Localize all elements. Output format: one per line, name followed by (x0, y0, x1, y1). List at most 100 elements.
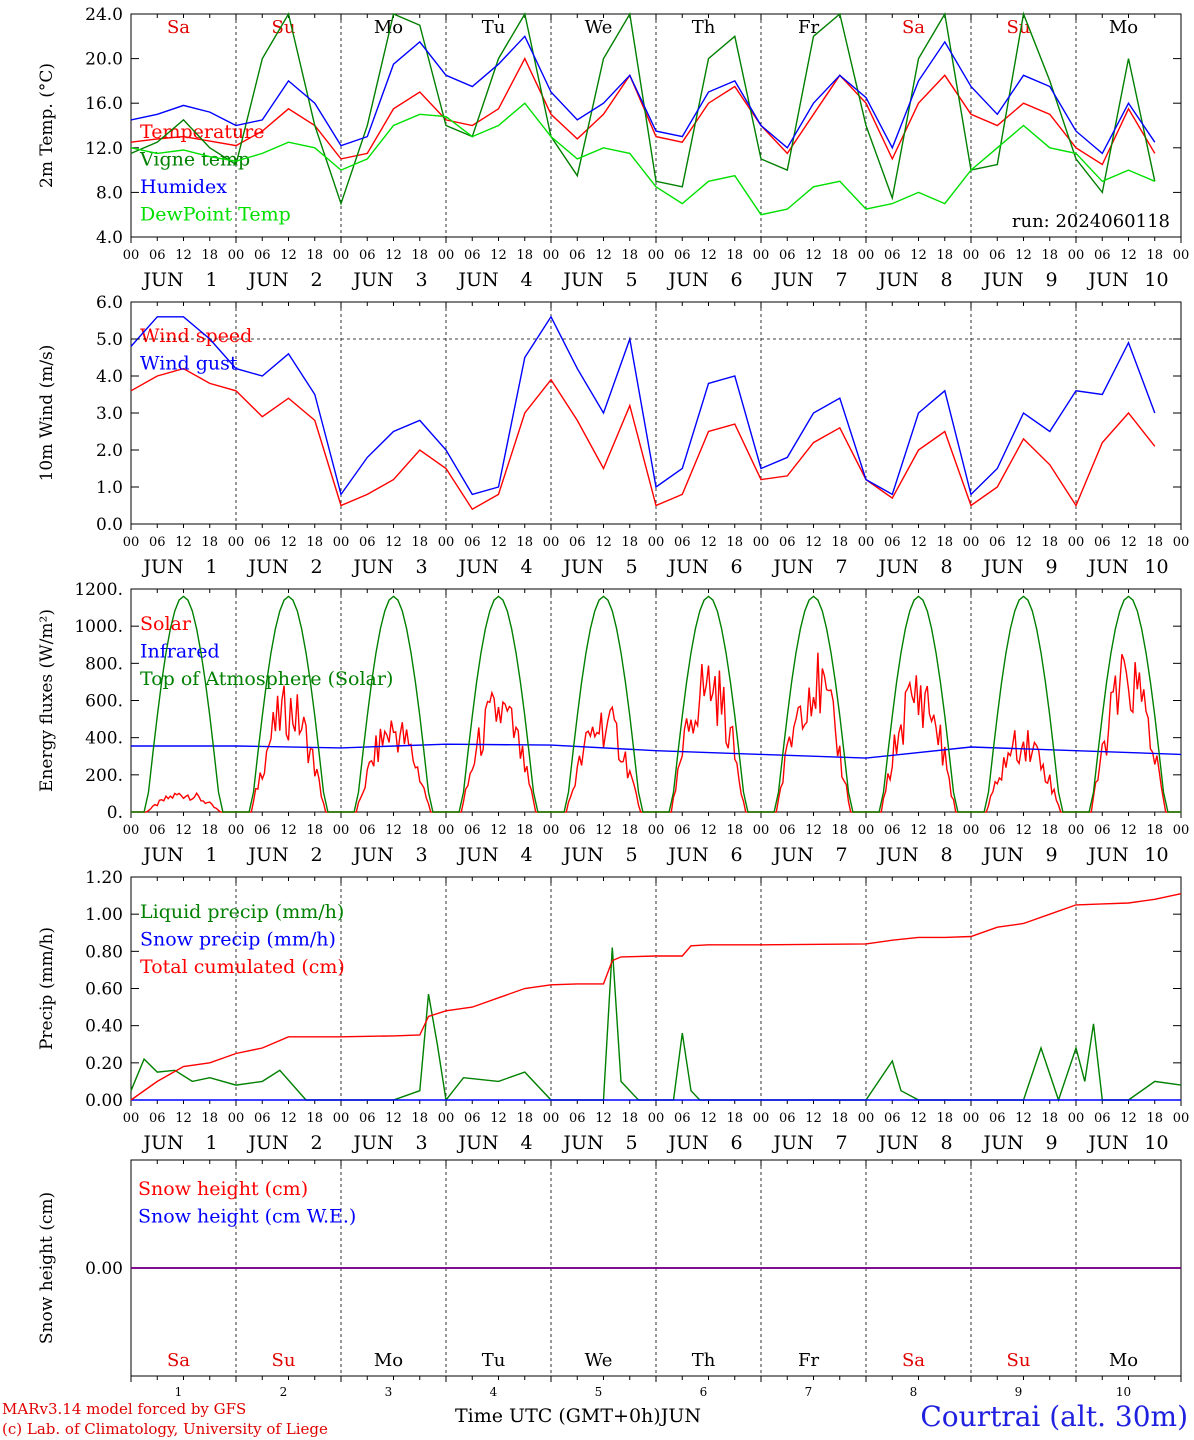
hour-tick-label: 12 (595, 248, 612, 263)
day-label: 2 (310, 269, 322, 291)
hour-tick-label: 00 (648, 248, 665, 263)
legend-entry: Temperature (140, 121, 264, 143)
y-tick-label: 800. (85, 654, 123, 674)
hour-tick-label: 06 (1094, 1111, 1111, 1126)
hour-tick-label: 12 (385, 823, 402, 838)
day-label: 1 (205, 844, 217, 866)
day-label: 4 (520, 269, 532, 291)
hour-tick-label: 00 (123, 248, 140, 263)
day-label: 7 (835, 556, 847, 578)
hour-tick-label: 12 (280, 1111, 297, 1126)
month-label: JUN (981, 1132, 1023, 1154)
series-line (130, 367, 1156, 511)
hour-tick-label: 12 (280, 823, 297, 838)
hour-tick-label: 12 (1120, 248, 1137, 263)
hour-tick-label: 18 (306, 1111, 323, 1126)
hour-tick-label: 00 (1068, 823, 1085, 838)
hour-tick-label: 00 (1173, 248, 1190, 263)
hour-tick-label: 00 (228, 823, 245, 838)
hour-tick-label: 06 (674, 1111, 691, 1126)
y-tick-label: 0. (107, 803, 123, 823)
hour-tick-label: 00 (333, 1111, 350, 1126)
y-tick-label: 20.0 (85, 50, 123, 70)
hour-tick-label: 00 (753, 248, 770, 263)
hour-tick-label: 06 (254, 535, 271, 550)
day-label: 8 (940, 1132, 952, 1154)
y-tick-label: 0.0 (96, 515, 123, 535)
day-label: 4 (520, 556, 532, 578)
weekday-label: Tu (482, 17, 506, 38)
hour-tick-label: 06 (359, 248, 376, 263)
day-label: 5 (625, 556, 637, 578)
lab-credit: (c) Lab. of Climatology, University of L… (2, 1420, 328, 1438)
month-label: JUN (456, 556, 498, 578)
hour-tick-label: 00 (858, 248, 875, 263)
hour-tick-label: 18 (1146, 248, 1163, 263)
day-label: 10 (1144, 844, 1168, 866)
hour-tick-label: 00 (543, 1111, 560, 1126)
y-tick-label: 200. (85, 766, 123, 786)
month-label: JUN (981, 556, 1023, 578)
station-name: Courtrai (alt. 30m) (920, 1400, 1188, 1433)
hour-tick-label: 18 (831, 823, 848, 838)
series-line (130, 11, 1156, 206)
legend-entry: DewPoint Temp (140, 204, 291, 226)
month-label: JUN (666, 1132, 708, 1154)
hour-tick-label: 00 (1068, 535, 1085, 550)
hour-tick-label: 00 (963, 823, 980, 838)
hour-tick-label: 12 (700, 248, 717, 263)
y-tick-label: 24.0 (85, 5, 123, 25)
y-tick-label: 3.0 (96, 404, 123, 424)
hour-tick-label: 06 (464, 535, 481, 550)
month-label: JUN (141, 844, 183, 866)
bottom-day-label: 5 (595, 1385, 603, 1399)
hour-tick-label: 12 (805, 535, 822, 550)
hour-tick-label: 12 (1015, 823, 1032, 838)
y-tick-label: 400. (85, 729, 123, 749)
hour-tick-label: 12 (490, 535, 507, 550)
month-label: JUN (1086, 1132, 1128, 1154)
hour-tick-label: 06 (149, 535, 166, 550)
hour-tick-label: 12 (700, 1111, 717, 1126)
legend-entry: Vigne temp (139, 149, 250, 171)
day-label: 9 (1045, 269, 1057, 291)
weekday-label: Mo (1109, 17, 1138, 38)
hour-tick-label: 00 (648, 535, 665, 550)
hour-tick-label: 18 (201, 1111, 218, 1126)
month-label: JUN (1086, 844, 1128, 866)
weekday-label: Sa (902, 17, 925, 38)
model-credit: MARv3.14 model forced by GFS (2, 1400, 247, 1418)
month-label: JUN (771, 1132, 813, 1154)
hour-tick-label: 06 (989, 823, 1006, 838)
legend-entry: Infrared (140, 641, 220, 663)
hour-tick-label: 06 (569, 823, 586, 838)
month-label: JUN (1086, 556, 1128, 578)
day-label: 5 (625, 844, 637, 866)
month-label: JUN (561, 556, 603, 578)
legend-entry: Wind gust (140, 353, 238, 375)
hour-tick-label: 18 (1146, 823, 1163, 838)
legend-entry: Snow precip (mm/h) (140, 929, 336, 951)
hour-tick-label: 18 (201, 823, 218, 838)
month-label: JUN (1086, 269, 1128, 291)
day-label: 9 (1045, 556, 1057, 578)
day-label: 1 (205, 1132, 217, 1154)
hour-tick-label: 12 (805, 248, 822, 263)
legend-entry: Snow height (cm W.E.) (138, 1206, 356, 1228)
hour-tick-label: 18 (1146, 535, 1163, 550)
y-tick-label: 0.60 (85, 980, 123, 1000)
bottom-day-label: 10 (1116, 1385, 1131, 1399)
hour-tick-label: 18 (726, 535, 743, 550)
hour-tick-label: 00 (963, 248, 980, 263)
day-label: 3 (415, 556, 427, 578)
hour-tick-label: 06 (1094, 823, 1111, 838)
y-tick-label: 1.00 (85, 905, 123, 925)
month-label: JUN (876, 269, 918, 291)
hour-tick-label: 06 (569, 535, 586, 550)
y-axis-title: 10m Wind (m/s) (37, 345, 57, 482)
y-axis-title: Energy fluxes (W/m²) (37, 609, 57, 792)
hour-tick-label: 12 (1015, 535, 1032, 550)
hour-tick-label: 06 (149, 1111, 166, 1126)
day-label: 8 (940, 269, 952, 291)
hour-tick-label: 06 (359, 1111, 376, 1126)
